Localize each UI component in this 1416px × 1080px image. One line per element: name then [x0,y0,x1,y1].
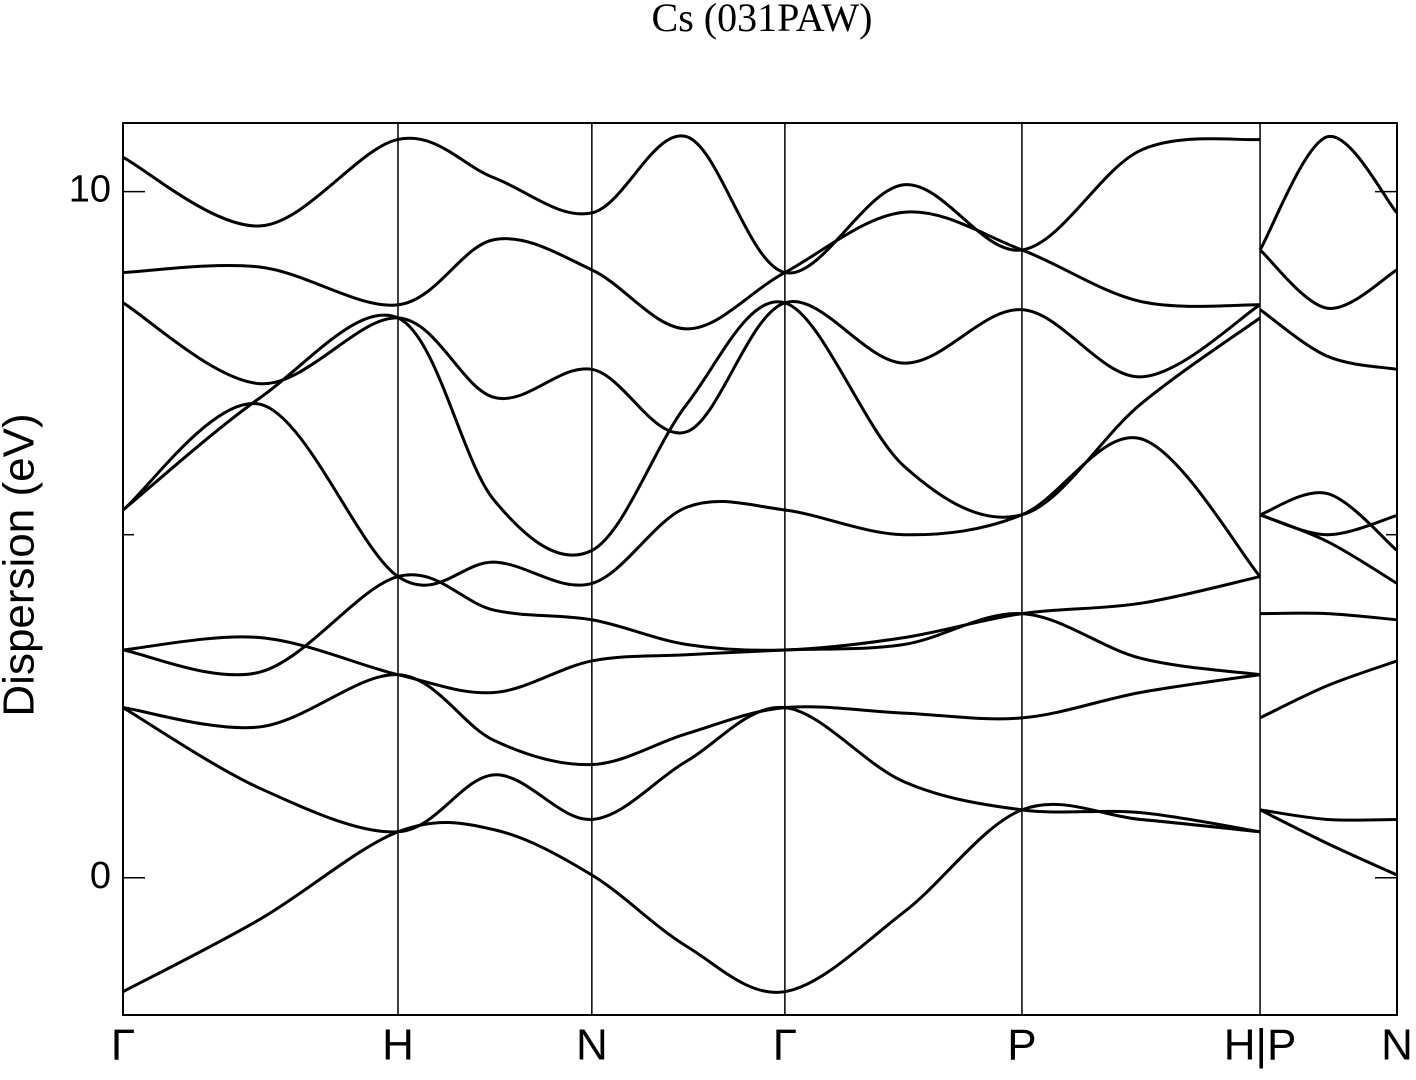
band-line [123,300,1397,557]
band-line [123,659,1397,767]
x-tick-label: H [382,1021,414,1070]
bands [123,134,1397,994]
band-line [123,210,1397,331]
band-line [123,513,1397,677]
chart-title: Cs (031PAW) [652,0,873,40]
x-tick-label: N [576,1021,608,1070]
band-line [123,300,1397,435]
x-tick-label: P [1007,1021,1036,1070]
x-tick-label: H|P [1224,1021,1297,1070]
y-axis-label: Dispersion (eV) [0,413,44,716]
y-tick-label: 0 [90,855,111,897]
x-tick-label: N [1381,1021,1413,1070]
band-line [123,706,1397,834]
plot-frame [122,122,1398,1016]
x-tick-label: Γ [773,1021,797,1070]
band-line [123,134,1397,275]
band-line [123,802,1397,994]
band-line [123,402,1397,587]
x-tick-label: Γ [111,1021,135,1070]
y-tick-label: 10 [69,169,111,211]
band-line [123,611,1397,695]
